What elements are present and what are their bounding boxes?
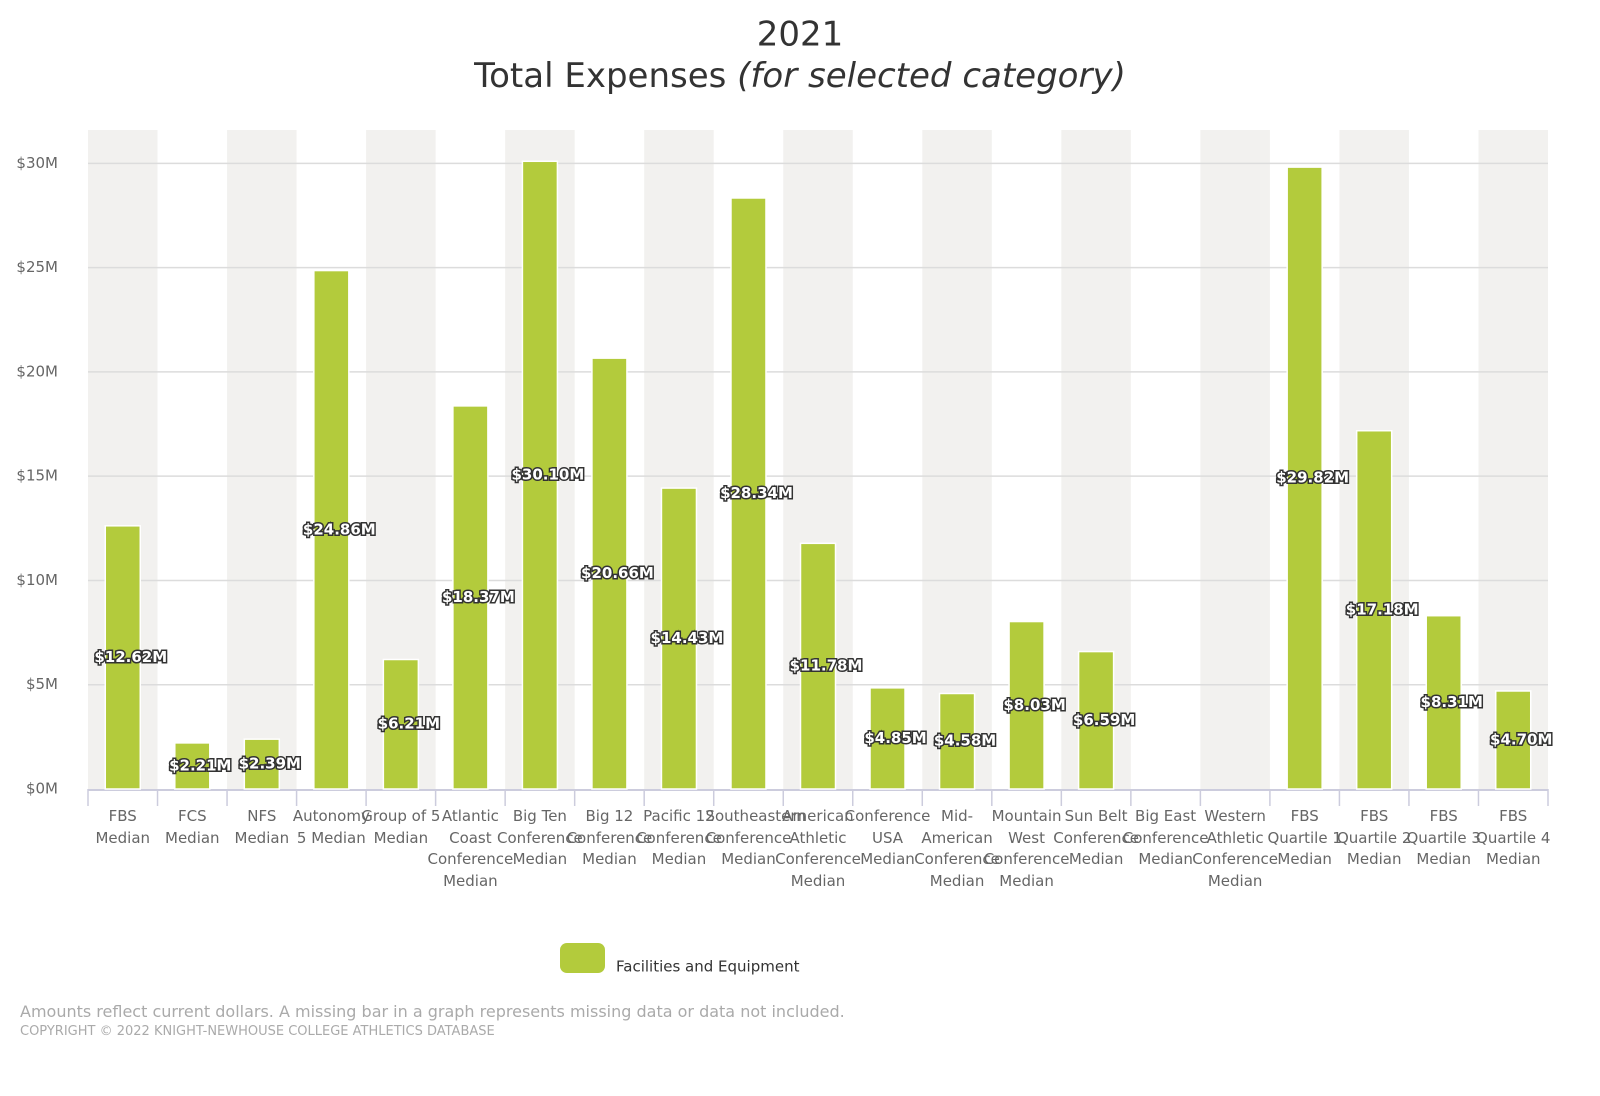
x-tick-label: Mountain West Conference Median: [983, 807, 1070, 890]
data-label: $2.39M: [239, 755, 301, 773]
x-tick-label: Sun Belt Conference Median: [1053, 807, 1139, 868]
bar: [1286, 166, 1323, 790]
subtitle-note: (for selected category): [737, 56, 1126, 96]
x-tick-label: Big East Conference Median: [1122, 807, 1209, 868]
band-background: [1478, 130, 1548, 789]
x-tick-label: FCS Median: [165, 807, 220, 847]
x-tick-label: FBS Quartile 2 Median: [1336, 807, 1412, 868]
x-tick-label: Group of 5 Median: [361, 807, 441, 847]
x-tick-label: NFS Median: [234, 807, 290, 847]
data-label: $4.58M: [934, 732, 996, 750]
data-label: $2.21M: [169, 756, 231, 774]
x-tick-label: Southeastern Conference Median: [705, 807, 806, 868]
x-tick-label: Western Athletic Conference Median: [1192, 807, 1278, 890]
bar: [174, 742, 211, 790]
data-label: $18.37M: [442, 588, 515, 606]
data-label: $29.82M: [1276, 469, 1349, 487]
data-label: $17.18M: [1346, 600, 1419, 618]
bar: [313, 269, 350, 790]
x-tick-label: Mid-American Conference Median: [914, 807, 1000, 890]
y-tick-label: $15M: [16, 467, 58, 485]
bar: [243, 738, 281, 790]
bar: [1425, 614, 1462, 790]
y-tick-label: $0M: [26, 780, 58, 798]
x-tick-label: FBS Median: [95, 807, 151, 847]
copyright: COPYRIGHT © 2022 KNIGHT-NEWHOUSE COLLEGE…: [20, 1024, 495, 1039]
band-background: [1200, 130, 1270, 789]
bar: [938, 692, 976, 790]
bar: [1077, 650, 1115, 790]
bar: [1008, 620, 1045, 790]
data-label: $6.21M: [378, 715, 440, 733]
bar: [1494, 690, 1532, 790]
x-tick-label: American Athletic Conference Median: [775, 807, 861, 890]
chart-title: 2021: [757, 15, 844, 55]
data-label: $8.03M: [1003, 696, 1065, 714]
data-label: $8.31M: [1421, 693, 1483, 711]
x-tick-label: FBS Quartile 1 Median: [1267, 807, 1342, 868]
chart-subtitle: Total Expenses (for selected category): [473, 56, 1126, 96]
x-tick-label: FBS Quartile 4 Median: [1476, 807, 1551, 868]
bar: [382, 658, 420, 790]
y-tick-label: $25M: [16, 258, 58, 276]
x-tick-label: Conference USA Median: [844, 807, 931, 868]
data-label: $14.43M: [651, 629, 724, 647]
band-background: [227, 130, 297, 789]
y-tick-label: $5M: [26, 675, 58, 693]
data-label: $6.59M: [1073, 711, 1135, 729]
legend-label: Facilities and Equipment: [616, 958, 800, 976]
bar: [660, 487, 698, 790]
data-label: $20.66M: [581, 564, 654, 582]
data-label: $4.85M: [864, 729, 926, 747]
x-tick-label: FBS Quartile 3 Median: [1406, 807, 1481, 868]
band-background: [922, 130, 992, 789]
x-tick-label: Big Ten Conference Median: [497, 807, 583, 868]
y-tick-label: $30M: [16, 154, 58, 172]
data-label: $24.86M: [303, 520, 376, 538]
data-label: $28.34M: [720, 484, 793, 502]
legend-swatch: [560, 943, 605, 973]
x-tick-label: Pacific 12 Conference Median: [636, 807, 722, 868]
x-tick-label: Autonomy 5 Median: [292, 807, 370, 847]
footnote: Amounts reflect current dollars. A missi…: [20, 1002, 845, 1021]
subtitle: Total Expenses: [473, 56, 726, 96]
bar: [591, 357, 628, 790]
data-label: $11.78M: [790, 657, 863, 675]
y-tick-label: $20M: [16, 362, 58, 380]
data-label: $12.62M: [94, 648, 167, 666]
bar: [104, 525, 142, 790]
x-tick-label: Atlantic Coast Conference Median: [427, 807, 514, 890]
data-label: $4.70M: [1490, 730, 1552, 748]
x-tick-label: Big 12 Conference Median: [566, 807, 653, 868]
bar: [452, 405, 489, 790]
bar: [1355, 429, 1393, 790]
bar: [799, 542, 837, 790]
bar: [869, 687, 906, 790]
bar: [730, 197, 767, 790]
bar: [521, 160, 559, 790]
y-tick-label: $10M: [16, 571, 58, 589]
data-label: $30.10M: [511, 466, 584, 484]
